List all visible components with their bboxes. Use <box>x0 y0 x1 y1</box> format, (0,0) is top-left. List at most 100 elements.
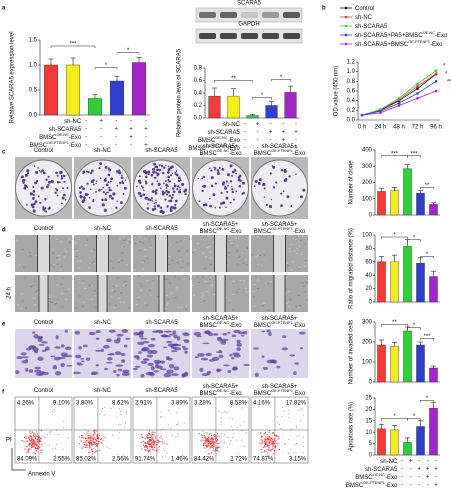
texture <box>245 264 248 266</box>
texture <box>141 275 144 277</box>
cell <box>172 330 177 335</box>
event <box>113 434 115 436</box>
event <box>96 444 98 446</box>
colony <box>167 178 170 181</box>
texture <box>170 292 173 294</box>
event <box>31 431 33 433</box>
colony <box>87 193 89 196</box>
cell <box>105 338 112 343</box>
colony <box>109 180 112 183</box>
colony <box>165 164 167 167</box>
text-segment: -Exo <box>293 391 306 397</box>
colony <box>283 178 288 182</box>
colony <box>66 187 69 189</box>
colony <box>156 180 159 183</box>
condition-mark: - <box>410 467 412 473</box>
texture <box>149 247 152 249</box>
scratch-gap <box>214 235 227 272</box>
invasion-image <box>72 328 131 378</box>
colony <box>99 177 102 180</box>
cell <box>166 369 174 374</box>
texture <box>210 284 213 286</box>
colony <box>162 171 165 175</box>
colony <box>56 174 59 177</box>
blot-strip <box>195 7 303 23</box>
cell <box>243 363 251 367</box>
texture <box>110 260 113 262</box>
event <box>150 447 152 449</box>
condition-mark: - <box>418 483 420 489</box>
condition-label: BMSCOE-NC-Exo <box>39 133 82 141</box>
event <box>147 445 149 448</box>
event <box>268 432 270 434</box>
event <box>272 432 274 434</box>
series-line <box>361 70 437 116</box>
event <box>268 443 270 445</box>
texture <box>288 299 291 301</box>
event <box>184 422 186 424</box>
texture <box>301 282 304 284</box>
colony <box>170 196 174 200</box>
event <box>81 447 83 449</box>
y-axis-label: Apoptosis rate (%) <box>349 402 355 451</box>
colony-plate <box>74 157 131 219</box>
texture <box>84 287 87 289</box>
text-segment: -Exo <box>293 229 306 235</box>
quadrant-value: 2.55% <box>53 457 71 463</box>
event <box>145 449 148 451</box>
texture <box>284 293 287 295</box>
colony <box>115 206 118 209</box>
y-tick-label: 100 <box>362 233 373 239</box>
event <box>243 446 245 448</box>
cell <box>116 373 120 377</box>
texture <box>33 297 36 299</box>
panel-label: d <box>2 228 6 234</box>
colony <box>101 188 103 191</box>
cell <box>194 356 199 359</box>
texture <box>184 261 187 263</box>
event <box>101 411 103 413</box>
text-segment: OE-NC <box>373 473 386 477</box>
texture <box>117 259 120 261</box>
texture <box>284 277 287 279</box>
colony <box>145 172 147 175</box>
cell <box>176 336 181 341</box>
cell <box>262 366 269 370</box>
condition-mark: + <box>281 138 285 144</box>
texture <box>68 288 71 290</box>
texture <box>81 305 84 307</box>
blot-band <box>199 33 216 39</box>
event <box>265 451 267 453</box>
event <box>55 454 57 456</box>
condition-mark: - <box>244 138 246 144</box>
event <box>31 441 33 443</box>
colony <box>161 193 165 196</box>
event <box>41 449 43 452</box>
colony <box>280 192 283 195</box>
texture <box>207 282 210 284</box>
colony <box>220 191 223 194</box>
colony <box>143 189 145 192</box>
event <box>153 441 155 443</box>
cell <box>115 364 123 367</box>
event <box>32 435 35 437</box>
cell <box>150 337 156 341</box>
texture <box>146 304 149 306</box>
y-tick-label: 200 <box>362 340 373 346</box>
bar <box>416 262 425 303</box>
cell <box>34 369 42 373</box>
scratch-gap <box>39 275 48 312</box>
event <box>149 446 151 448</box>
blot-band <box>262 12 279 18</box>
colony <box>210 184 214 188</box>
event <box>229 417 231 419</box>
event <box>303 442 305 444</box>
text-segment: sh-SCARA5 <box>365 467 398 473</box>
cell <box>211 356 220 361</box>
event <box>208 435 210 437</box>
event <box>67 437 69 439</box>
texture <box>301 235 304 237</box>
event <box>50 431 52 433</box>
bar <box>429 367 438 383</box>
condition-mark: - <box>410 475 412 481</box>
